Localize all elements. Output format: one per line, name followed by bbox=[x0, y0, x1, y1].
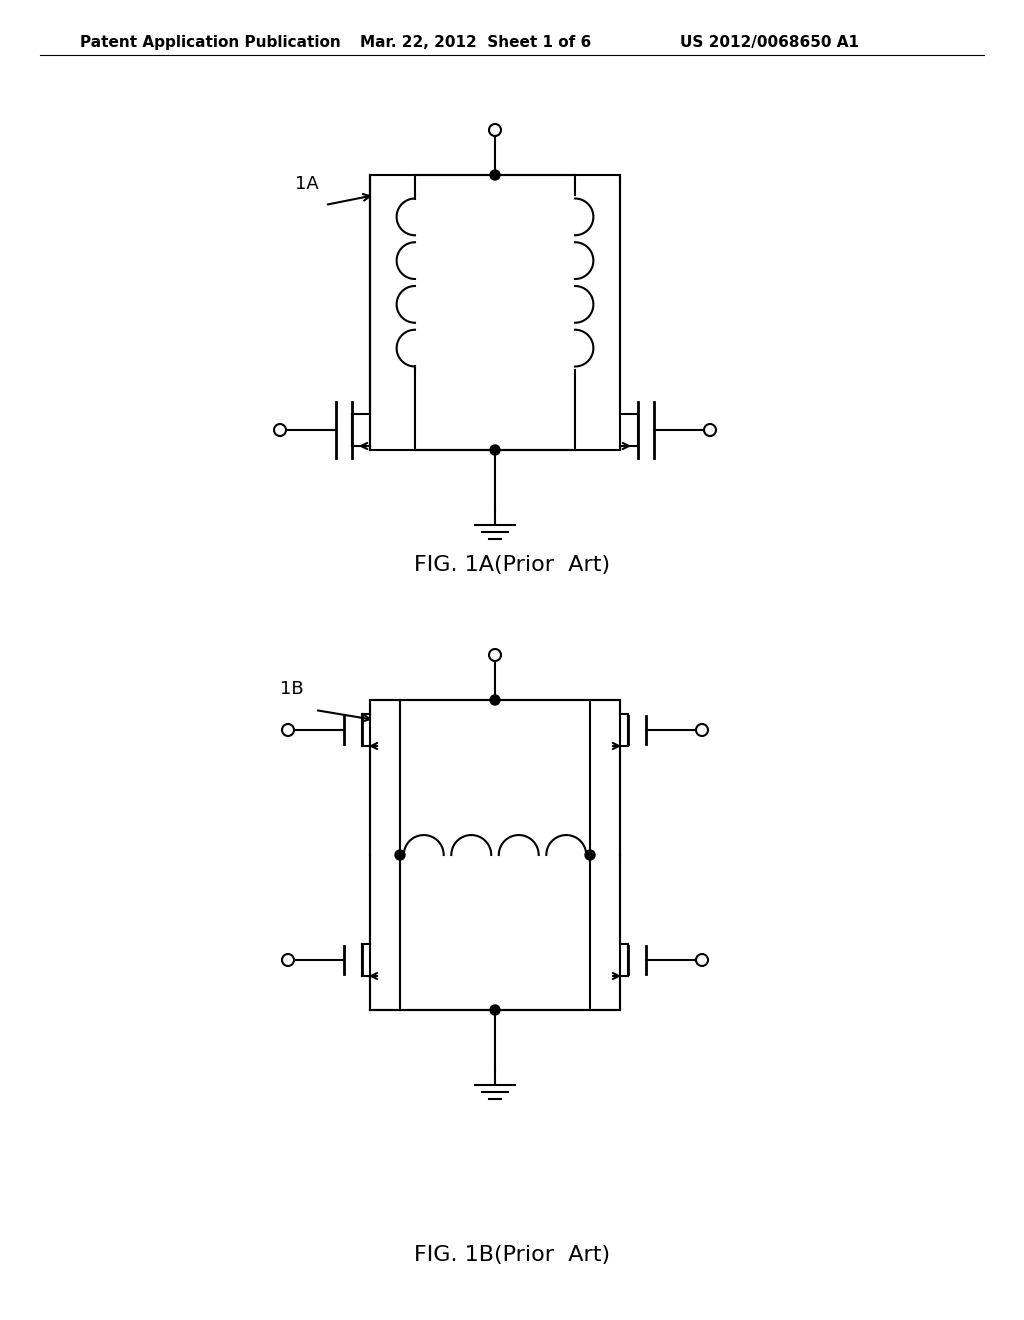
Text: US 2012/0068650 A1: US 2012/0068650 A1 bbox=[680, 36, 859, 50]
Text: 1A: 1A bbox=[295, 176, 318, 193]
Text: 1B: 1B bbox=[280, 680, 304, 698]
Bar bbox=[370, 176, 620, 450]
Text: FIG. 1A(Prior  Art): FIG. 1A(Prior Art) bbox=[414, 554, 610, 576]
Text: Patent Application Publication: Patent Application Publication bbox=[80, 36, 341, 50]
Text: Mar. 22, 2012  Sheet 1 of 6: Mar. 22, 2012 Sheet 1 of 6 bbox=[360, 36, 591, 50]
Circle shape bbox=[490, 1005, 500, 1015]
Text: FIG. 1B(Prior  Art): FIG. 1B(Prior Art) bbox=[414, 1245, 610, 1265]
Circle shape bbox=[490, 170, 500, 180]
Bar bbox=[370, 700, 620, 1010]
Circle shape bbox=[585, 850, 595, 861]
Circle shape bbox=[490, 696, 500, 705]
Circle shape bbox=[490, 445, 500, 455]
Circle shape bbox=[395, 850, 406, 861]
